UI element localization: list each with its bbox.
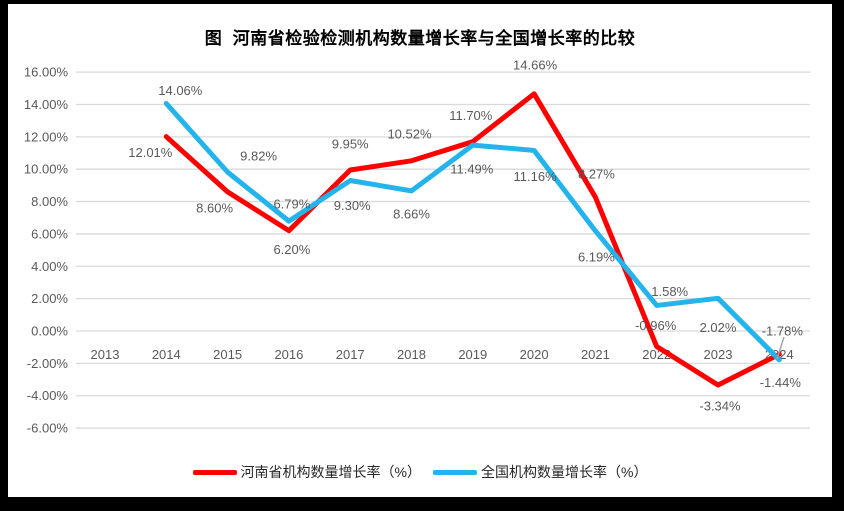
henan-line-swatch-icon xyxy=(192,469,237,475)
data-label-national: 9.82% xyxy=(240,149,277,164)
x-axis-tick-label: 2014 xyxy=(152,347,181,362)
y-axis-tick-label: -6.00% xyxy=(27,421,69,436)
data-label-henan: 11.70% xyxy=(449,108,493,123)
data-label-national: 8.66% xyxy=(393,206,430,221)
series-line-national xyxy=(163,101,782,363)
legend-label-national: 全国机构数量增长率（%） xyxy=(481,464,648,480)
data-label-national: 6.79% xyxy=(273,197,310,212)
data-label-national: 14.06% xyxy=(158,83,203,98)
data-label-national: 6.19% xyxy=(578,249,615,264)
x-axis-tick-label: 2021 xyxy=(581,347,610,362)
data-label-national: 2.02% xyxy=(700,320,737,335)
data-label-national: -1.78% xyxy=(762,323,804,338)
y-axis-tick-label: -4.00% xyxy=(27,388,69,403)
x-axis-tick-label: 2013 xyxy=(91,347,120,362)
data-label-henan: 10.52% xyxy=(387,126,432,141)
data-label-henan: -1.44% xyxy=(760,375,802,390)
y-axis-tick-label: 8.00% xyxy=(31,194,68,209)
national-line-swatch-icon xyxy=(433,469,477,475)
data-label-national: 9.30% xyxy=(334,198,371,213)
data-label-henan: 9.95% xyxy=(332,137,369,152)
y-axis-tick-label: -2.00% xyxy=(27,356,69,371)
chart-title: 图 河南省检验检测机构数量增长率与全国增长率的比较 xyxy=(204,29,636,48)
chart-legend: 河南省机构数量增长率（%） 全国机构数量增长率（%） xyxy=(8,462,832,482)
data-label-national: 1.58% xyxy=(651,284,688,299)
data-label-henan: -0.96% xyxy=(635,318,677,333)
legend-label-henan: 河南省机构数量增长率（%） xyxy=(240,464,421,480)
x-axis-tick-label: 2016 xyxy=(274,347,303,362)
data-label-henan: 6.20% xyxy=(273,242,310,257)
data-label-henan: 8.27% xyxy=(578,167,615,182)
data-label-henan: 14.66% xyxy=(513,57,558,72)
label-leader-line xyxy=(776,336,785,360)
data-label-national: 11.49% xyxy=(450,162,494,177)
x-axis-tick-label: 2019 xyxy=(458,347,487,362)
y-axis-tick-label: 2.00% xyxy=(31,291,68,306)
data-label-henan: -3.34% xyxy=(699,399,741,414)
y-axis-tick-label: 16.00% xyxy=(24,65,69,80)
y-axis-tick-label: 14.00% xyxy=(24,97,69,112)
legend-item-henan: 河南省机构数量增长率（%） xyxy=(192,462,421,482)
y-axis-tick-label: 10.00% xyxy=(24,162,69,177)
y-axis-tick-label: 12.00% xyxy=(24,129,69,144)
y-axis-tick-label: 6.00% xyxy=(31,226,68,241)
y-axis-tick-label: 4.00% xyxy=(31,259,68,274)
x-axis-tick-label: 2023 xyxy=(704,347,733,362)
x-axis-tick-label: 2020 xyxy=(520,347,549,362)
series-line-henan xyxy=(163,91,782,388)
x-axis-tick-label: 2015 xyxy=(213,347,242,362)
x-axis-tick-label: 2018 xyxy=(397,347,426,362)
legend-item-national: 全国机构数量增长率（%） xyxy=(433,462,647,482)
y-axis-tick-label: 0.00% xyxy=(31,324,68,339)
data-label-henan: 12.01% xyxy=(128,145,173,160)
data-label-henan: 8.60% xyxy=(196,200,233,215)
chart-panel: 图 河南省检验检测机构数量增长率与全国增长率的比较 16.00% 14.00% 12… xyxy=(8,4,832,497)
data-label-national: 11.16% xyxy=(514,169,558,184)
x-axis-tick-label: 2017 xyxy=(336,347,365,362)
